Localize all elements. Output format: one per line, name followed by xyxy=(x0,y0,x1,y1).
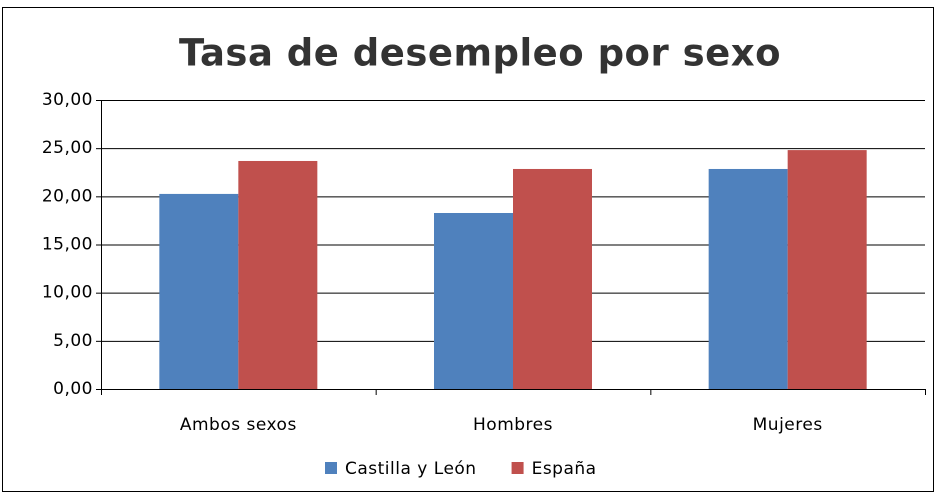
y-tick-label: 15,00 xyxy=(42,235,93,255)
legend-label: España xyxy=(532,459,597,479)
x-tick-label: Ambos sexos xyxy=(180,415,297,435)
y-tick-label: 25,00 xyxy=(42,138,93,158)
bar xyxy=(708,168,788,389)
bar xyxy=(159,193,239,389)
bar xyxy=(434,212,513,389)
legend-swatch xyxy=(511,462,524,474)
bar xyxy=(787,150,867,389)
bar xyxy=(238,160,318,389)
y-tick-label: 10,00 xyxy=(42,283,93,303)
y-tick-label: 0,00 xyxy=(53,379,93,399)
chart-title: Tasa de desempleo por sexo xyxy=(179,32,781,75)
x-tick-label: Mujeres xyxy=(753,415,823,435)
legend-swatch xyxy=(325,462,337,474)
y-tick-label: 5,00 xyxy=(53,331,93,351)
x-tick-label: Hombres xyxy=(473,415,553,435)
y-tick-label: 20,00 xyxy=(42,186,93,206)
legend-label: Castilla y León xyxy=(345,459,477,479)
y-tick-label: 30,00 xyxy=(42,90,93,110)
bar xyxy=(513,168,592,389)
